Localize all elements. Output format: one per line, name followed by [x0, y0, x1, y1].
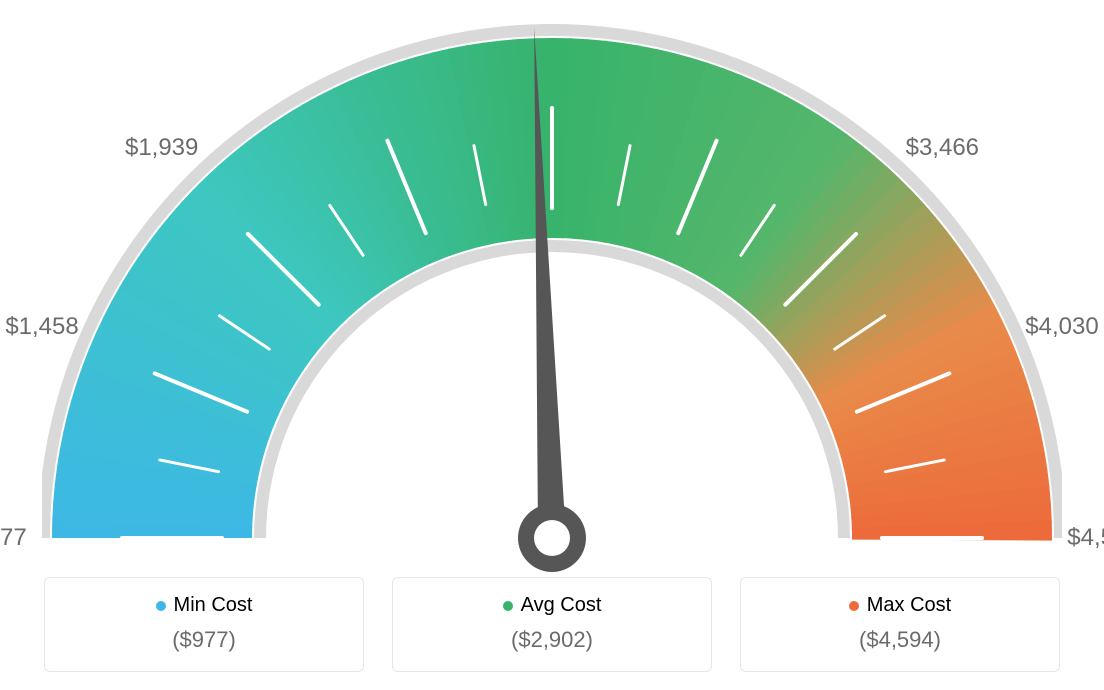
- gauge-svg: [42, 18, 1062, 578]
- legend-title-max: Max Cost: [849, 594, 951, 617]
- gauge-tick-label: $3,466: [906, 134, 979, 162]
- legend-value-avg: ($2,902): [393, 627, 711, 653]
- gauge-tick-label: $1,939: [125, 134, 198, 162]
- legend-card-avg: Avg Cost ($2,902): [392, 577, 712, 672]
- legend-label-max: Max Cost: [867, 594, 951, 617]
- legend-title-avg: Avg Cost: [503, 594, 602, 617]
- legend-card-min: Min Cost ($977): [44, 577, 364, 672]
- legend-label-avg: Avg Cost: [521, 594, 602, 617]
- legend-value-max: ($4,594): [741, 627, 1059, 653]
- legend-card-max: Max Cost ($4,594): [740, 577, 1060, 672]
- dot-avg: [503, 601, 513, 611]
- dot-max: [849, 601, 859, 611]
- legend-label-min: Min Cost: [174, 594, 253, 617]
- legend-title-min: Min Cost: [156, 594, 253, 617]
- legend-value-min: ($977): [45, 627, 363, 653]
- gauge-tick-label: $4,030: [1025, 313, 1098, 341]
- gauge-tick-label: $4,594: [1067, 524, 1104, 552]
- dot-min: [156, 601, 166, 611]
- gauge-tick-label: $977: [0, 524, 27, 552]
- gauge-tick-label: $1,458: [5, 313, 78, 341]
- cost-gauge: $977$1,458$1,939$2,902$3,466$4,030$4,594: [42, 18, 1062, 578]
- legend-row: Min Cost ($977) Avg Cost ($2,902) Max Co…: [44, 577, 1060, 672]
